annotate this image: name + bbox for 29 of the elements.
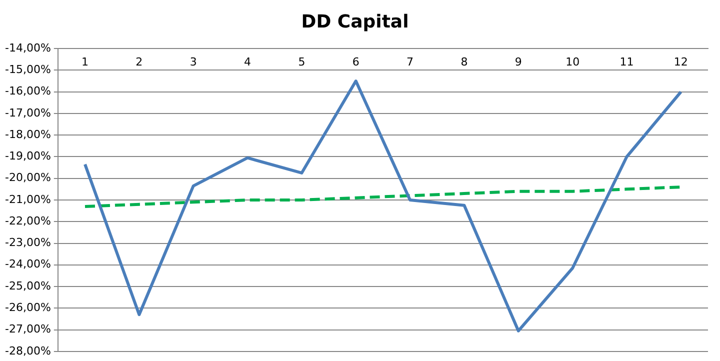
y-tick-label: -17,00% <box>4 106 51 120</box>
y-tick-label: -24,00% <box>4 258 51 271</box>
y-tick-label: -25,00% <box>4 279 51 292</box>
y-tick-label: -19,00% <box>4 150 51 163</box>
x-tick-label: 8 <box>460 55 468 68</box>
x-tick-label: 4 <box>244 55 252 68</box>
y-tick-label: -22,00% <box>4 214 51 228</box>
x-tick-label: 2 <box>136 55 143 68</box>
x-tick-label: 10 <box>566 55 580 68</box>
x-tick-label: 3 <box>190 55 197 68</box>
x-tick-label: 9 <box>514 55 522 68</box>
y-tick-label: -21,00% <box>4 192 51 206</box>
chart-title: DD Capital <box>301 11 409 32</box>
y-tick-label: -28,00% <box>4 344 51 358</box>
y-tick-label: -15,00% <box>4 63 51 76</box>
y-tick-label: -23,00% <box>4 236 51 250</box>
line-series <box>84 186 682 208</box>
x-tick-label: 12 <box>674 55 688 68</box>
x-tick-label: 7 <box>406 55 414 68</box>
y-tick-label: -16,00% <box>4 84 51 98</box>
y-tick-label: -18,00% <box>4 128 51 141</box>
x-tick-label: 6 <box>352 55 360 68</box>
y-tick-label: -14,00% <box>4 41 51 54</box>
y-tick-label: -26,00% <box>4 301 51 314</box>
x-tick-label: 1 <box>82 55 88 68</box>
y-tick-label: -20,00% <box>4 171 51 184</box>
x-tick-label: 11 <box>620 55 634 68</box>
x-tick-label: 5 <box>298 55 306 68</box>
y-tick-label: -27,00% <box>4 322 51 336</box>
